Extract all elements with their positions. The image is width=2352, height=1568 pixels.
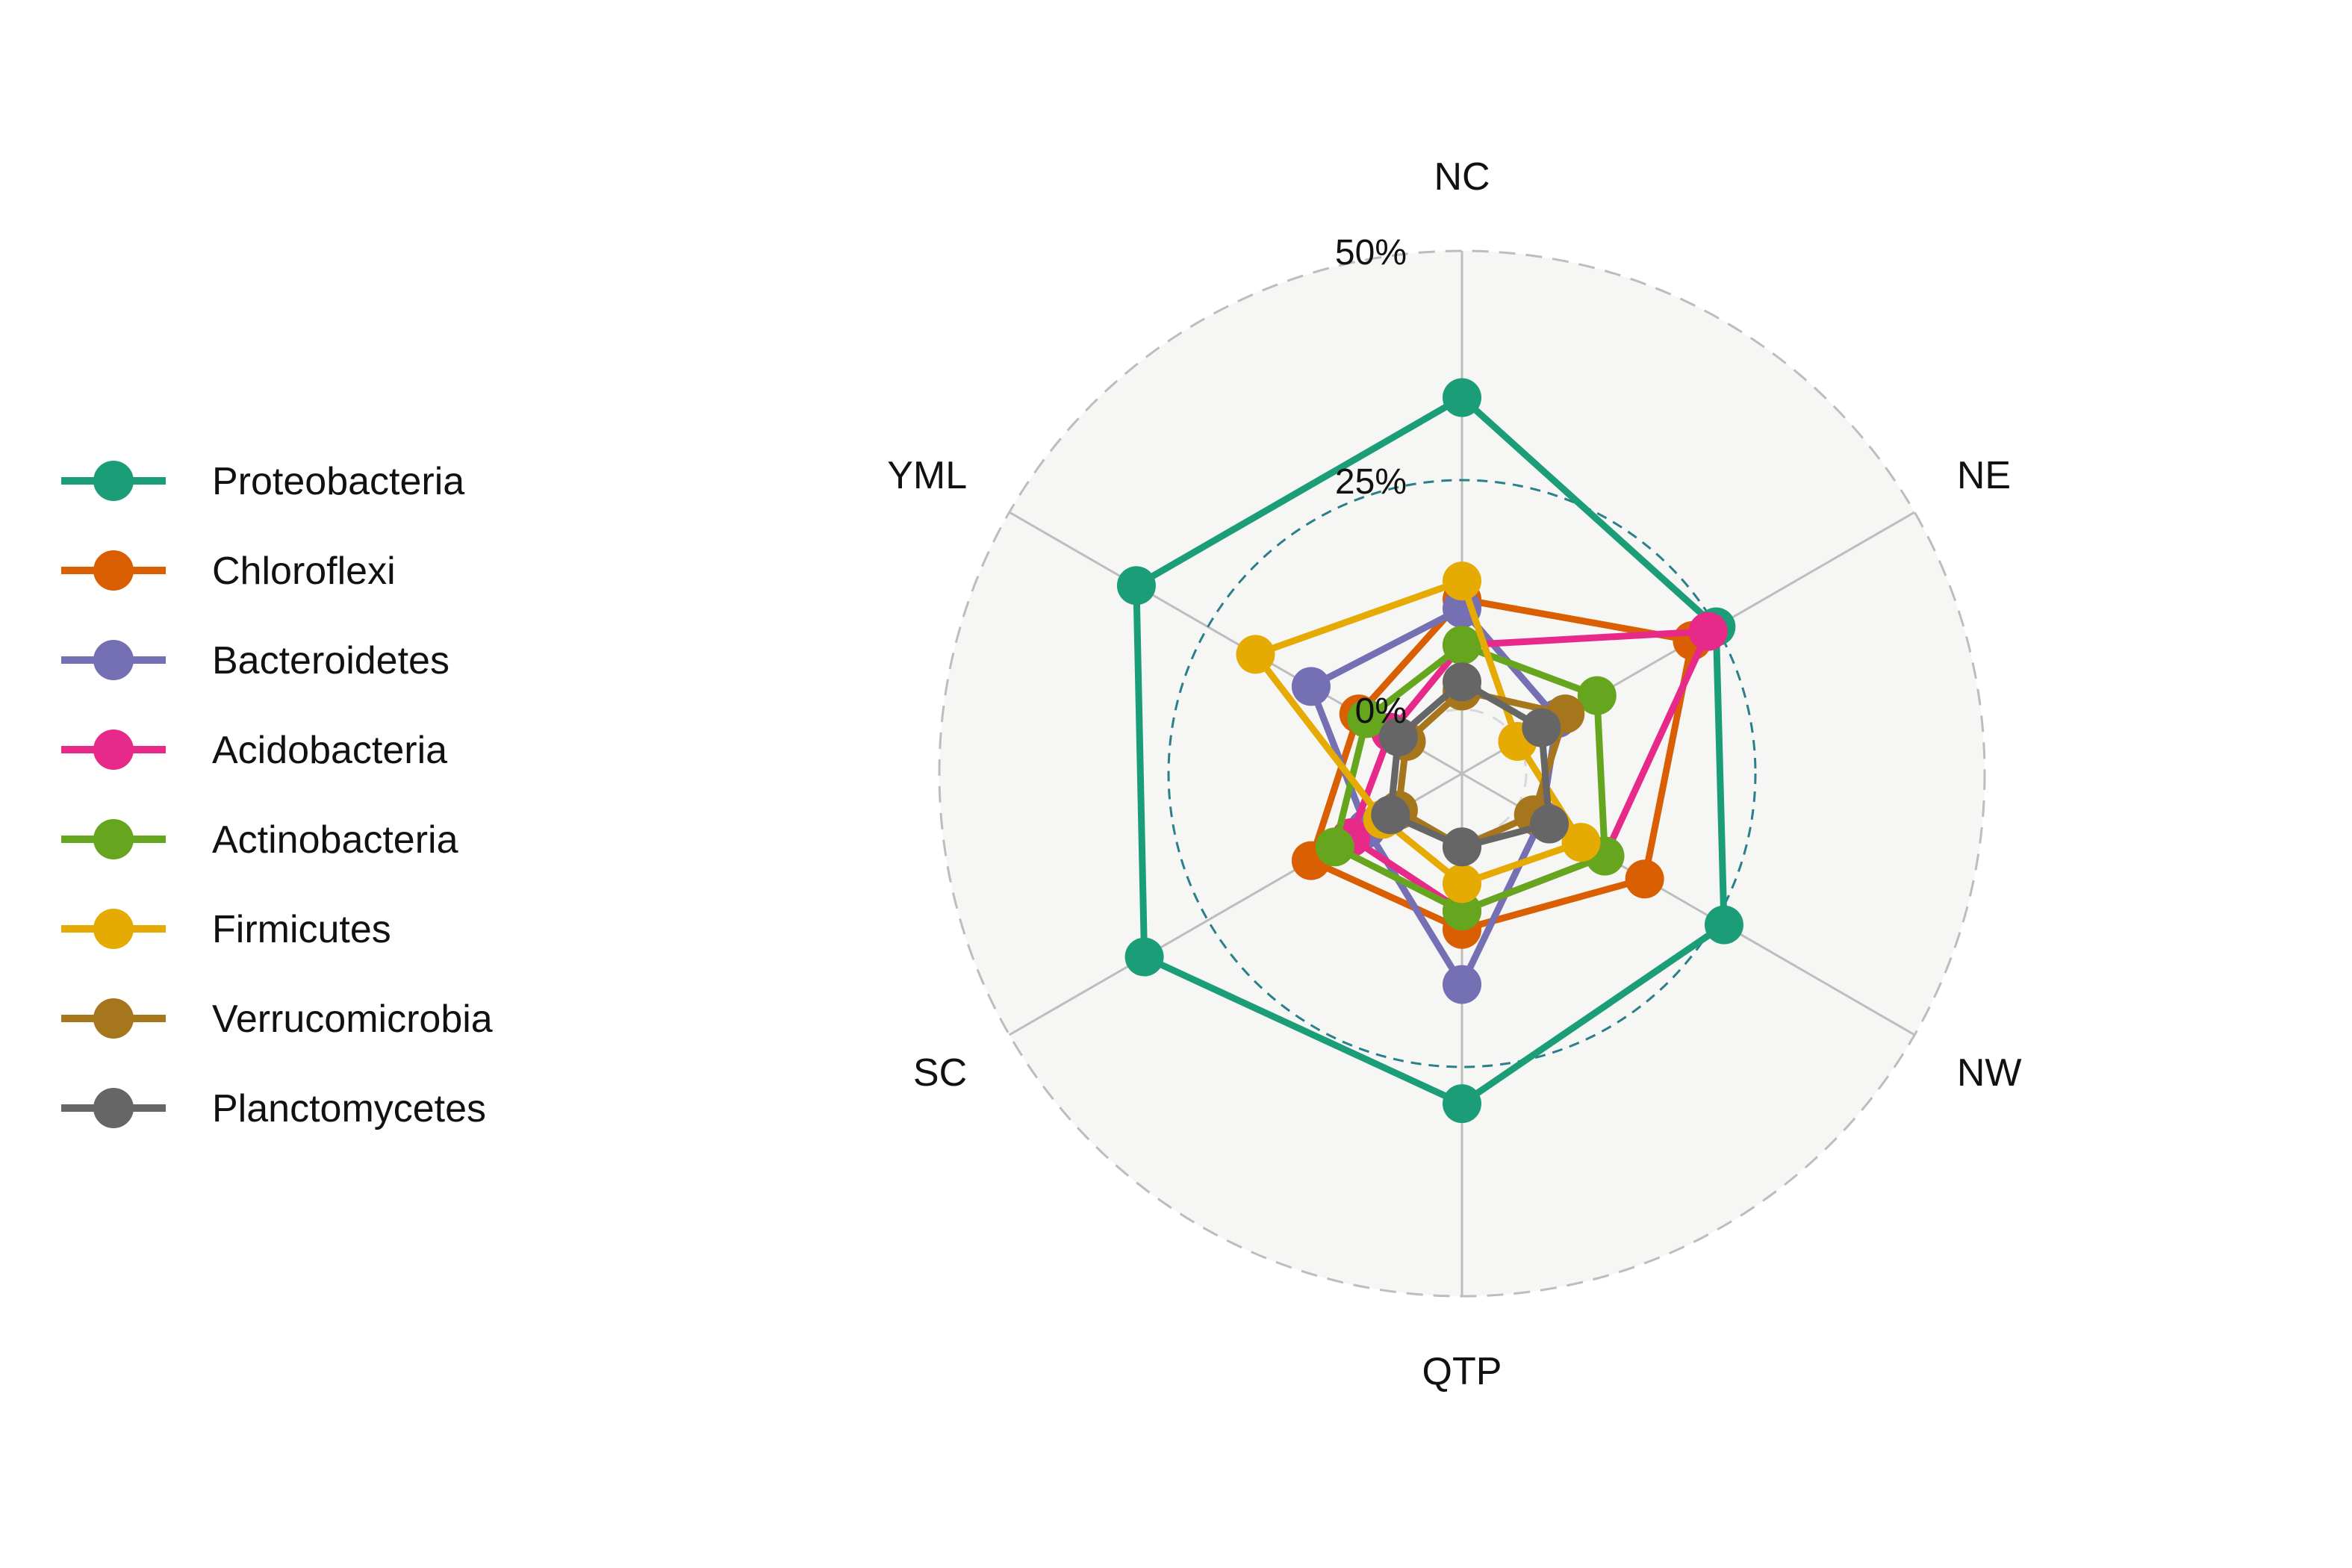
legend-item-firmicutes: Firmicutes [61,908,391,951]
point-proteobacteria-sc [1124,937,1164,977]
legend-swatch-marker [93,550,134,591]
legend-label: Actinobacteria [212,818,458,862]
legend-label: Chloroflexi [212,550,396,593]
point-actinobacteria-ne [1577,676,1617,715]
point-planctomycetes-ne [1522,708,1561,747]
series-firmicutes [1236,561,1601,903]
legend-item-planctomycetes: Planctomycetes [61,1087,486,1130]
point-firmicutes-nc [1443,561,1481,601]
point-actinobacteria-yml [1347,699,1387,738]
legend-label: Bacteroidetes [212,639,449,682]
axis-label-nc: NC [1434,155,1490,199]
legend-swatch-marker [93,640,134,680]
legend-label: Acidobacteria [212,729,447,772]
legend-swatch-marker [93,998,134,1039]
point-planctomycetes-yml [1378,717,1418,756]
point-proteobacteria-nw [1704,905,1743,945]
legend-item-chloroflexi: Chloroflexi [61,550,396,593]
legend-swatch-marker [93,461,134,501]
point-actinobacteria-sc [1315,827,1354,867]
point-chloroflexi-nw [1625,859,1664,899]
legend-item-bacteroidetes: Bacteroidetes [61,639,449,682]
axis-label-nw: NW [1957,1051,2022,1095]
axis-label-sc: SC [913,1051,967,1095]
series-planctomycetes [1371,662,1569,867]
legend-item-proteobacteria: Proteobacteria [61,460,464,503]
point-firmicutes-nw [1561,823,1601,862]
legend-label: Firmicutes [212,908,391,951]
point-proteobacteria-nc [1443,378,1481,417]
point-planctomycetes-sc [1371,795,1410,835]
legend-item-acidobacteria: Acidobacteria [61,729,447,772]
point-proteobacteria-yml [1116,566,1156,606]
point-bacteroidetes-qtp [1443,965,1481,1004]
point-bacteroidetes-yml [1291,667,1331,706]
legend-label: Planctomycetes [212,1087,486,1130]
axis-labels: NC NE NW QTP SC YML [887,155,2021,1393]
legend-label: Verrucomicrobia [212,998,493,1041]
tick-label: 25% [1335,462,1407,502]
radar-series [1116,378,1743,1124]
series-actinobacteria [1315,626,1625,931]
point-actinobacteria-nc [1443,626,1481,665]
point-acidobacteria-ne [1688,612,1728,651]
legend-item-verrucomicrobia: Verrucomicrobia [61,998,493,1041]
point-actinobacteria-qtp [1443,892,1481,931]
axis-label-ne: NE [1957,454,2011,497]
legend-swatch-marker [93,729,134,770]
grid-ring-50 [938,249,1986,1298]
tick-label: 0% [1355,691,1407,731]
point-planctomycetes-qtp [1443,827,1481,867]
legend-swatch-marker [93,1088,134,1128]
point-planctomycetes-nw [1529,804,1569,844]
point-planctomycetes-nc [1443,662,1481,702]
legend: Proteobacteria Chloroflexi Bacteroidetes Ac… [61,460,493,1130]
grid-ring-25 [1167,479,1757,1068]
point-firmicutes-yml [1236,635,1275,674]
point-firmicutes-qtp [1443,864,1481,903]
legend-swatch-marker [93,909,134,949]
legend-label: Proteobacteria [212,460,464,503]
point-proteobacteria-qtp [1443,1084,1481,1124]
tick-label: 50% [1335,233,1407,273]
legend-item-actinobacteria: Actinobacteria [61,818,458,862]
axis-label-qtp: QTP [1422,1350,1502,1393]
legend-swatch-marker [93,819,134,859]
radial-tick-labels: 0% 25% 50% [1335,233,1407,731]
axis-label-yml: YML [887,454,967,497]
